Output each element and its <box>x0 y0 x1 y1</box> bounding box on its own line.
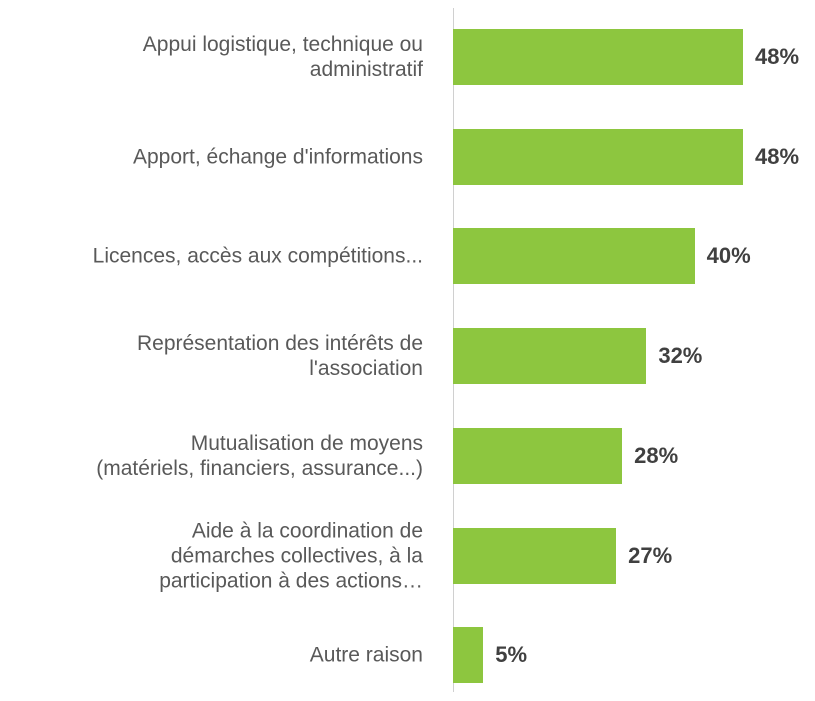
category-label: Appui logistique, technique ou administr… <box>142 33 423 81</box>
bar <box>453 527 617 584</box>
bar <box>453 228 695 285</box>
category-label: Aide à la coordination de démarches coll… <box>159 519 423 592</box>
bar <box>453 128 743 185</box>
category-label: Licences, accès aux compétitions... <box>92 244 423 268</box>
value-label: 5% <box>495 642 527 668</box>
bar <box>453 427 623 484</box>
value-label: 48% <box>755 143 800 169</box>
category-label: Autre raison <box>309 643 423 667</box>
value-label: 28% <box>634 442 679 468</box>
category-label: Apport, échange d'informations <box>132 145 423 169</box>
value-label: 40% <box>706 243 751 269</box>
category-label: Mutualisation de moyens (matériels, fina… <box>96 431 423 480</box>
bar <box>453 627 484 684</box>
bar <box>453 29 743 85</box>
bar <box>453 328 647 385</box>
value-label: 32% <box>658 343 703 369</box>
value-label: 48% <box>755 44 800 69</box>
category-label: Représentation des intérêts de l'associa… <box>136 332 423 381</box>
value-label: 27% <box>628 542 673 568</box>
